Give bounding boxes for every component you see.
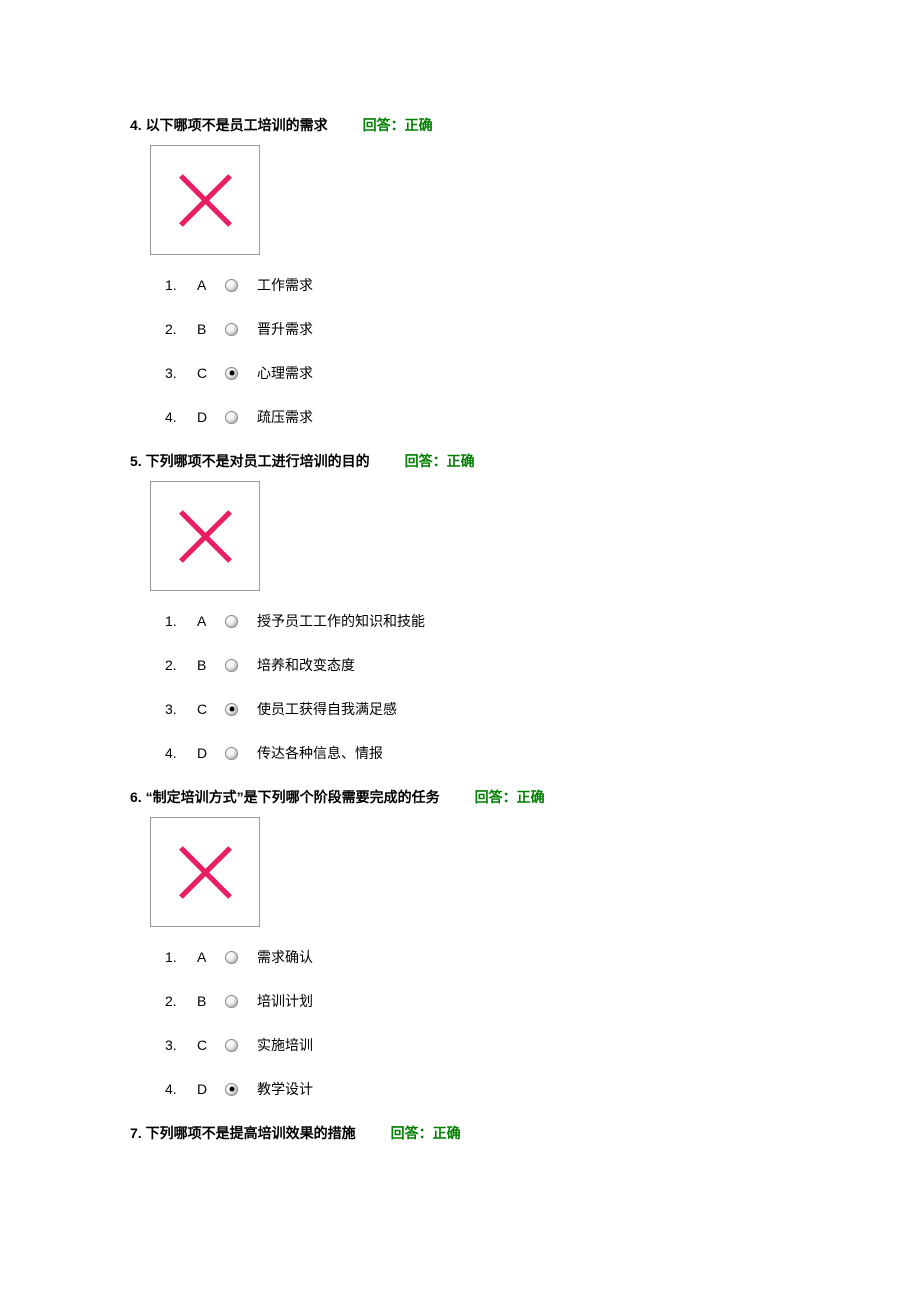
- answer-status: 回答：正确: [475, 787, 545, 807]
- radio-wrap[interactable]: [225, 995, 253, 1008]
- option-letter: D: [197, 1081, 225, 1097]
- answer-status: 回答：正确: [363, 115, 433, 135]
- option-label: 晋升需求: [257, 319, 313, 339]
- option-row: 3.C 实施培训: [165, 1035, 790, 1055]
- option-number: 3.: [165, 701, 197, 717]
- question-block: 5. 下列哪项不是对员工进行培训的目的 回答：正确 1.A 授予员工工作的知识和技能…: [130, 451, 790, 763]
- question-line: 6. “制定培训方式”是下列哪个阶段需要完成的任务 回答：正确: [130, 787, 790, 807]
- option-letter: D: [197, 409, 225, 425]
- cross-icon-box: [150, 817, 260, 927]
- option-row: 2.B 晋升需求: [165, 319, 790, 339]
- option-number: 2.: [165, 321, 197, 337]
- option-label: 授予员工工作的知识和技能: [257, 611, 425, 631]
- option-row: 4.D 疏压需求: [165, 407, 790, 427]
- option-row: 3.C 使员工获得自我满足感: [165, 699, 790, 719]
- question-block: 6. “制定培训方式”是下列哪个阶段需要完成的任务 回答：正确 1.A 需求确认 2.…: [130, 787, 790, 1099]
- option-letter: B: [197, 321, 225, 337]
- option-row: 4.D 教学设计: [165, 1079, 790, 1099]
- option-row: 4.D 传达各种信息、情报: [165, 743, 790, 763]
- question-text: 7. 下列哪项不是提高培训效果的措施: [130, 1123, 356, 1143]
- option-label: 疏压需求: [257, 407, 313, 427]
- option-row: 2.B 培训计划: [165, 991, 790, 1011]
- radio-button[interactable]: [225, 411, 238, 424]
- radio-wrap[interactable]: [225, 747, 253, 760]
- radio-button[interactable]: [225, 615, 238, 628]
- answer-status: 回答：正确: [405, 451, 475, 471]
- option-letter: A: [197, 613, 225, 629]
- radio-wrap[interactable]: [225, 659, 253, 672]
- option-row: 1.A 需求确认: [165, 947, 790, 967]
- cross-icon: [173, 504, 238, 569]
- option-row: 1.A 授予员工工作的知识和技能: [165, 611, 790, 631]
- option-label: 培训计划: [257, 991, 313, 1011]
- option-label: 工作需求: [257, 275, 313, 295]
- option-number: 4.: [165, 409, 197, 425]
- option-number: 4.: [165, 745, 197, 761]
- radio-wrap[interactable]: [225, 1039, 253, 1052]
- radio-button[interactable]: [225, 1039, 238, 1052]
- question-text: 5. 下列哪项不是对员工进行培训的目的: [130, 451, 370, 471]
- cross-icon: [173, 168, 238, 233]
- question-text: 4. 以下哪项不是员工培训的需求: [130, 115, 328, 135]
- option-row: 2.B 培养和改变态度: [165, 655, 790, 675]
- radio-button[interactable]: [225, 1083, 238, 1096]
- option-number: 1.: [165, 949, 197, 965]
- option-letter: A: [197, 277, 225, 293]
- option-letter: B: [197, 657, 225, 673]
- cross-icon-box: [150, 481, 260, 591]
- question-line: 4. 以下哪项不是员工培训的需求 回答：正确: [130, 115, 790, 135]
- radio-button[interactable]: [225, 995, 238, 1008]
- question-block: 4. 以下哪项不是员工培训的需求 回答：正确 1.A 工作需求 2.B 晋升需求 3.C 心…: [130, 115, 790, 427]
- option-row: 1.A 工作需求: [165, 275, 790, 295]
- options-list: 1.A 工作需求 2.B 晋升需求 3.C 心理需求 4.D 疏压需求: [165, 275, 790, 427]
- option-letter: C: [197, 1037, 225, 1053]
- option-number: 2.: [165, 993, 197, 1009]
- question-text: 6. “制定培训方式”是下列哪个阶段需要完成的任务: [130, 787, 440, 807]
- option-number: 2.: [165, 657, 197, 673]
- option-number: 3.: [165, 1037, 197, 1053]
- radio-wrap[interactable]: [225, 279, 253, 292]
- options-list: 1.A 需求确认 2.B 培训计划 3.C 实施培训 4.D 教学设计: [165, 947, 790, 1099]
- option-number: 3.: [165, 365, 197, 381]
- option-number: 1.: [165, 277, 197, 293]
- option-label: 教学设计: [257, 1079, 313, 1099]
- cross-icon-box: [150, 145, 260, 255]
- question-block: 7. 下列哪项不是提高培训效果的措施 回答：正确: [130, 1123, 790, 1143]
- radio-wrap[interactable]: [225, 411, 253, 424]
- radio-button[interactable]: [225, 747, 238, 760]
- radio-wrap[interactable]: [225, 1083, 253, 1096]
- option-label: 实施培训: [257, 1035, 313, 1055]
- radio-wrap[interactable]: [225, 323, 253, 336]
- option-letter: A: [197, 949, 225, 965]
- radio-button[interactable]: [225, 323, 238, 336]
- option-letter: C: [197, 365, 225, 381]
- radio-button[interactable]: [225, 659, 238, 672]
- radio-button[interactable]: [225, 367, 238, 380]
- answer-status: 回答：正确: [391, 1123, 461, 1143]
- radio-wrap[interactable]: [225, 703, 253, 716]
- option-letter: B: [197, 993, 225, 1009]
- option-label: 使员工获得自我满足感: [257, 699, 397, 719]
- option-label: 心理需求: [257, 363, 313, 383]
- option-label: 需求确认: [257, 947, 313, 967]
- radio-button[interactable]: [225, 951, 238, 964]
- option-number: 1.: [165, 613, 197, 629]
- radio-wrap[interactable]: [225, 951, 253, 964]
- option-letter: D: [197, 745, 225, 761]
- radio-wrap[interactable]: [225, 615, 253, 628]
- radio-button[interactable]: [225, 279, 238, 292]
- option-label: 培养和改变态度: [257, 655, 355, 675]
- radio-wrap[interactable]: [225, 367, 253, 380]
- radio-button[interactable]: [225, 703, 238, 716]
- options-list: 1.A 授予员工工作的知识和技能 2.B 培养和改变态度 3.C 使员工获得自我满足感 4.…: [165, 611, 790, 763]
- question-line: 7. 下列哪项不是提高培训效果的措施 回答：正确: [130, 1123, 790, 1143]
- option-label: 传达各种信息、情报: [257, 743, 383, 763]
- option-row: 3.C 心理需求: [165, 363, 790, 383]
- cross-icon: [173, 840, 238, 905]
- question-line: 5. 下列哪项不是对员工进行培训的目的 回答：正确: [130, 451, 790, 471]
- option-number: 4.: [165, 1081, 197, 1097]
- option-letter: C: [197, 701, 225, 717]
